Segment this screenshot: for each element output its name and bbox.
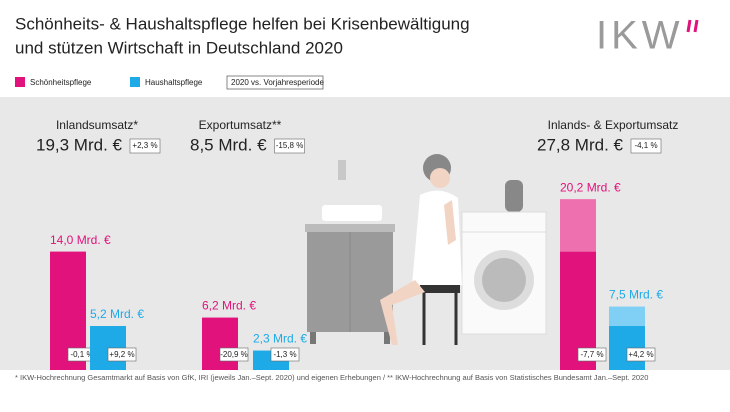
comparison-box	[226, 75, 324, 90]
bar	[202, 317, 238, 370]
chart-change: -4,1 %	[634, 141, 657, 150]
bar-change-box	[577, 347, 607, 362]
title: und stützen Wirtschaft in Deutschland 20…	[15, 38, 343, 57]
value-label: 6,2 Mrd. €	[202, 299, 256, 313]
bar-change-box	[219, 347, 249, 362]
comparison-note: 2020 vs. Vorjahresperiode	[231, 78, 325, 87]
value-label: 2,3 Mrd. €	[253, 332, 307, 346]
footnote: * IKW-Hochrechnung Gesamtmarkt auf Basis…	[15, 373, 648, 382]
logo: IKW	[596, 14, 684, 58]
bar-change: +9,2 %	[109, 350, 134, 359]
legend-label: Haushaltspflege	[145, 78, 203, 87]
bar-change: -1,3 %	[273, 350, 296, 359]
chart-total: 19,3 Mrd. €	[36, 135, 123, 154]
chart-title: Inlands- & Exportumsatz	[548, 118, 679, 132]
value-label: 7,5 Mrd. €	[609, 288, 663, 302]
chart-change: -15,8 %	[276, 141, 304, 150]
legend-swatch	[15, 77, 25, 87]
bar-change: -20,9 %	[220, 350, 248, 359]
bar-change-box	[626, 347, 656, 362]
bar-change: -0,1 %	[70, 350, 93, 359]
bar-change: +4,2 %	[628, 350, 653, 359]
chart-change: +2,3 %	[132, 141, 157, 150]
bar-change-box	[270, 347, 300, 362]
legend-label: Schönheitspflege	[30, 78, 92, 87]
title: Schönheits- & Haushaltspflege helfen bei…	[15, 14, 470, 33]
bar-change-box	[107, 347, 137, 362]
change-box	[630, 138, 662, 154]
bar-segment	[609, 306, 645, 327]
chart-title: Exportumsatz**	[199, 118, 282, 132]
chart-total: 8,5 Mrd. €	[190, 135, 267, 154]
legend-swatch	[130, 77, 140, 87]
value-label: 5,2 Mrd. €	[90, 307, 144, 321]
value-label: 20,2 Mrd. €	[560, 180, 621, 194]
change-box	[274, 138, 305, 154]
bar-change: -7,7 %	[580, 350, 603, 359]
logo-mark	[693, 19, 699, 33]
chart-title: Inlandsumsatz*	[56, 118, 138, 132]
change-box	[129, 138, 161, 154]
value-label: 14,0 Mrd. €	[50, 233, 111, 247]
illustration	[305, 154, 547, 345]
chart-total: 27,8 Mrd. €	[537, 135, 624, 154]
bar-segment	[560, 199, 596, 252]
logo-mark	[686, 19, 692, 33]
